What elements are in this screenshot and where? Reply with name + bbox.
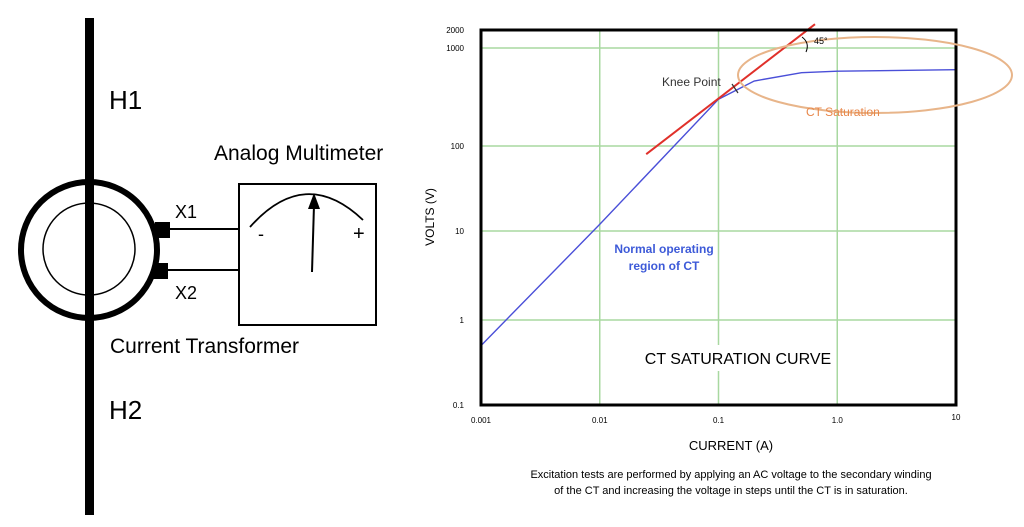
ct-label: Current Transformer	[110, 335, 299, 358]
multimeter-box	[238, 183, 377, 326]
x-tick-label: 0.1	[713, 416, 725, 425]
x-tick-label: 0.01	[592, 416, 608, 425]
knee-point-marker	[731, 83, 739, 94]
saturation-ellipse	[737, 36, 1013, 114]
chart-grid	[481, 30, 956, 405]
meter-plus-label: +	[353, 223, 365, 245]
primary-conductor	[85, 18, 94, 515]
y-tick-label: 100	[451, 142, 465, 151]
h2-label: H2	[109, 395, 142, 425]
x1-label: X1	[175, 202, 197, 222]
meter-scale-arc	[249, 193, 364, 228]
ct-saturation-chart: 0.001 0.01 0.1 1.0 10 0.1 1 10 100 1000 2000 45° K…	[423, 23, 1013, 497]
ct-outer-ring	[18, 179, 160, 321]
h1-label: H1	[109, 85, 142, 115]
x1-terminal	[155, 222, 170, 238]
tangent-45-line	[645, 23, 816, 155]
x-axis-label: CURRENT (A)	[689, 438, 773, 453]
chart-title-background	[630, 345, 830, 371]
normal-region-label-2: region of CT	[629, 259, 700, 273]
y-tick-label: 1000	[446, 44, 464, 53]
saturation-label: CT Saturation	[806, 105, 880, 119]
ct-inner-ring	[42, 202, 136, 296]
y-axis-label: VOLTS (V)	[423, 188, 437, 246]
plot-frame	[479, 28, 958, 407]
chart-ticks: 0.001 0.01 0.1 1.0 10 0.1 1 10 100 1000 2000	[446, 26, 961, 425]
x-tick-label: 0.001	[471, 416, 492, 425]
y-tick-label: 1	[460, 316, 465, 325]
x-tick-label: 1.0	[832, 416, 844, 425]
x2-terminal	[153, 263, 168, 279]
caption-line-2: of the CT and increasing the voltage in …	[554, 485, 908, 497]
y-tick-label: 2000	[446, 26, 464, 35]
x-tick-label: 10	[952, 413, 961, 422]
caption-line-1: Excitation tests are performed by applyi…	[530, 469, 931, 481]
knee-point-label: Knee Point	[662, 75, 721, 89]
multimeter-title: Analog Multimeter	[214, 142, 383, 165]
x2-label: X2	[175, 283, 197, 303]
y-tick-label: 0.1	[453, 401, 465, 410]
meter-needle-arrow-icon	[308, 193, 320, 209]
angle-arc	[801, 36, 808, 53]
y-tick-label: 10	[455, 227, 464, 236]
meter-minus-label: -	[258, 224, 264, 244]
current-transformer-diagram: H1 H2 X1 X2 Analog Multimeter - + Curren…	[18, 18, 383, 515]
angle-label: 45°	[814, 36, 828, 46]
excitation-curve-line	[480, 69, 957, 347]
chart-title: CT SATURATION CURVE	[645, 351, 831, 368]
meter-needle	[311, 204, 315, 273]
normal-region-label-1: Normal operating	[614, 242, 713, 256]
